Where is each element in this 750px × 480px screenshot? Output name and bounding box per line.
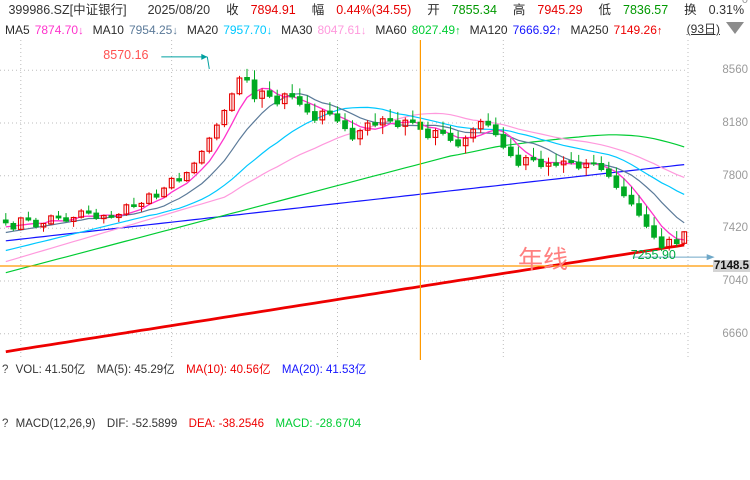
ma-value-ma10: 7954.25 (128, 23, 173, 37)
macd-legend: ? MACD(12,26,9) DIF: -52.5899 DEA: -38.2… (2, 418, 361, 431)
turnover-label: 换 (684, 3, 697, 17)
chevron-down-icon[interactable] (726, 22, 744, 34)
macd-dif: DIF: -52.5899 (106, 418, 178, 430)
ma-dir-ma5-icon: ↓ (78, 25, 84, 37)
quote-date: 2025/08/20 (147, 3, 211, 17)
open-value: 7855.34 (451, 3, 497, 17)
volume-legend: ? VOL: 41.50亿 MA(5): 45.29亿 MA(10): 40.5… (2, 364, 366, 377)
ma-value-ma120: 7666.92 (512, 23, 556, 37)
turnover-value: 0.31% (708, 3, 745, 17)
close-value: 7894.91 (250, 3, 296, 17)
low-label: 低 (598, 3, 612, 17)
macd-title: MACD(12,26,9) (15, 418, 96, 430)
date-axis[interactable] (0, 464, 750, 480)
close-label: 收 (226, 3, 239, 17)
period-label[interactable]: (93日) (686, 22, 720, 36)
price-tick-7040: 7040 (722, 275, 748, 287)
ma-value-ma60: 8027.49 (411, 23, 456, 37)
ma-dir-ma30-icon: ↓ (360, 25, 367, 37)
ma-value-ma30: 8047.61 (317, 23, 361, 37)
ma-dir-ma60-icon: ↑ (455, 25, 461, 37)
symbol-label[interactable]: 399986.SZ[中证银行] (8, 3, 127, 17)
volume-ma10: MA(10): 40.56亿 (186, 364, 271, 376)
year-line-annotation: 年线 (518, 245, 569, 274)
ma-name-ma60: MA60 (375, 23, 407, 37)
amplitude-label: 幅 (311, 3, 325, 17)
ma-dir-ma120-icon: ↑ (556, 25, 562, 37)
ma-header: MA5 7874.70↓ MA10 7954.25↓ MA20 7957.70↓ MA30 8… (0, 20, 750, 41)
current-price-label: 7148.5 (712, 260, 750, 272)
volume-ma5: MA(5): 45.29亿 (96, 364, 175, 376)
low-value: 7836.57 (623, 3, 669, 17)
ma-name-ma10: MA10 (92, 23, 124, 37)
open-label: 开 (427, 3, 440, 17)
ma-dir-ma250-icon: ↑ (656, 25, 663, 37)
volume-axis-zero: 0 (741, 0, 748, 6)
ma-name-ma250: MA250 (570, 23, 609, 37)
price-tick-8180: 8180 (722, 117, 748, 129)
ma-name-ma30: MA30 (281, 23, 313, 37)
ma-name-ma120: MA120 (469, 23, 508, 37)
volume-ma20: MA(20): 41.53亿 (281, 364, 367, 376)
price-tick-7800: 7800 (722, 169, 748, 182)
volume-title: VOL: 41.50亿 (15, 364, 86, 376)
ma-dir-ma20-icon: ↓ (266, 25, 273, 37)
ma-dir-ma10-icon: ↓ (172, 25, 178, 37)
price-chart-panel[interactable] (0, 40, 750, 360)
high-label: 高 (512, 3, 526, 17)
macd-value: MACD: -28.6704 (275, 418, 362, 430)
macd-dea: DEA: -38.2546 (188, 418, 265, 430)
ma-value-ma20: 7957.70 (223, 23, 267, 37)
ma-value-ma5: 7874.70 (34, 23, 79, 37)
amplitude-value: 0.44%(34.55) (336, 3, 412, 17)
high-value: 7945.29 (537, 3, 583, 17)
macd-help-icon[interactable]: ? (2, 418, 9, 430)
quote-header: 399986.SZ[中证银行] 2025/08/20 收 7894.91 幅 0… (0, 0, 750, 20)
ma-name-ma20: MA20 (186, 23, 219, 37)
ma-value-ma250: 7149.26 (613, 23, 657, 37)
price-tick-7420: 7420 (722, 222, 748, 235)
volume-help-icon[interactable]: ? (2, 364, 9, 376)
ma-name-ma5: MA5 (5, 23, 30, 37)
high-marker-label: 8570.16 (103, 47, 149, 62)
low-marker-label: 7255.90 (630, 248, 676, 263)
price-chart-svg[interactable] (0, 40, 750, 360)
price-tick-8560: 8560 (722, 64, 748, 77)
price-tick-6660: 6660 (722, 327, 748, 340)
